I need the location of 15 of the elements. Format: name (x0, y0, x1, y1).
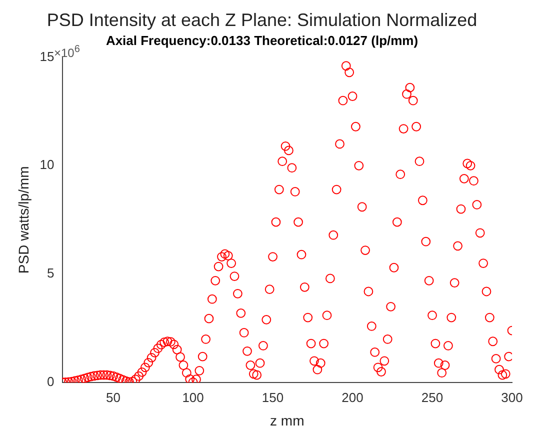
x-tick-label: 100 (182, 390, 204, 405)
y-tick-label: 10 (40, 157, 54, 172)
chart-title: PSD Intensity at each Z Plane: Simulation Normalized (46, 10, 478, 30)
x-tick-label: 250 (421, 390, 444, 405)
annotation: ×10$^{6}$ (54, 44, 80, 60)
x-tick-label: 50 (106, 390, 121, 405)
y-tick-label: 5 (47, 266, 54, 281)
x-axis-title: z mm (270, 412, 304, 428)
y-tick-label: 15 (40, 48, 54, 64)
y-tick-label: 0 (47, 374, 54, 390)
chart-subtitle: Axial Frequency:0.0133 Theoretical:0.0127 (lp/mm) (106, 32, 418, 48)
x-tick-label: 200 (342, 390, 364, 405)
y-axis-title: PSD watts/lp/mm (15, 166, 32, 274)
x-tick-label: 300 (501, 390, 523, 405)
x-tick-label: 150 (262, 390, 284, 405)
